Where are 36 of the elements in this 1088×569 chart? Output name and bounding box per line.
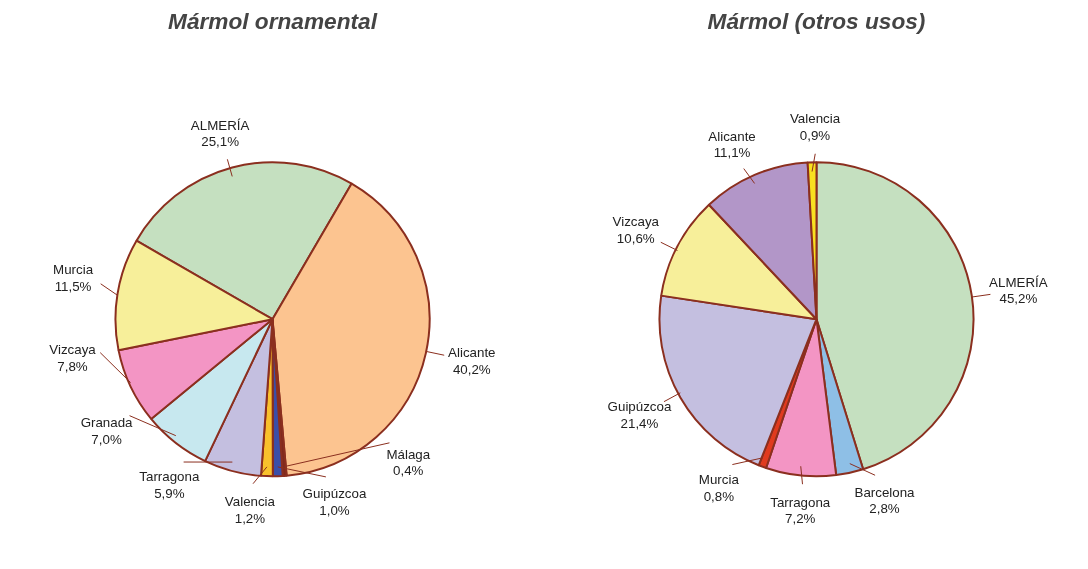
slice-label: Barcelona xyxy=(854,484,916,500)
slice-label: Valencia xyxy=(789,111,841,127)
slice-label: ALMERÍA xyxy=(190,117,250,133)
slice-label: Alicante xyxy=(708,128,756,144)
data-label: 11,1% xyxy=(713,145,751,161)
data-label: 40,2% xyxy=(452,361,491,377)
data-label: 0,9% xyxy=(799,127,831,143)
data-label: 0,4% xyxy=(393,463,424,479)
data-label: 2,8% xyxy=(869,501,900,517)
slice-label: Guipúzcoa xyxy=(302,486,367,502)
data-label: 0,8% xyxy=(703,488,735,504)
data-label: 45,2% xyxy=(999,291,1038,307)
slice-label: Tarragona xyxy=(770,494,831,510)
slice-label: Málaga xyxy=(386,446,431,462)
slice-label: Vizcaya xyxy=(49,342,97,358)
slice-label: Alicante xyxy=(448,345,496,361)
data-label: 1,0% xyxy=(319,502,350,518)
chart-title: Mármol ornamental xyxy=(168,7,378,34)
slice-label: Tarragona xyxy=(139,469,200,485)
slice-label: Murcia xyxy=(698,472,740,488)
slice-label: Vizcaya xyxy=(612,214,660,230)
data-label: 1,2% xyxy=(234,510,266,526)
data-label: 21,4% xyxy=(620,415,659,431)
data-label: 7,0% xyxy=(91,431,122,447)
data-label: 25,1% xyxy=(201,134,240,150)
slice-label: Valencia xyxy=(224,494,276,510)
data-label: 5,9% xyxy=(154,485,185,501)
slice-label: Granada xyxy=(80,415,134,431)
slice-label: ALMERÍA xyxy=(989,274,1048,290)
data-label: 7,8% xyxy=(57,358,88,374)
data-label: 11,5% xyxy=(54,278,92,294)
slice-label: Guipúzcoa xyxy=(607,399,672,415)
slice-label: Murcia xyxy=(53,262,94,278)
data-label: 10,6% xyxy=(616,230,655,246)
data-label: 7,2% xyxy=(785,511,816,527)
chart-title: Mármol (otros usos) xyxy=(707,7,926,34)
